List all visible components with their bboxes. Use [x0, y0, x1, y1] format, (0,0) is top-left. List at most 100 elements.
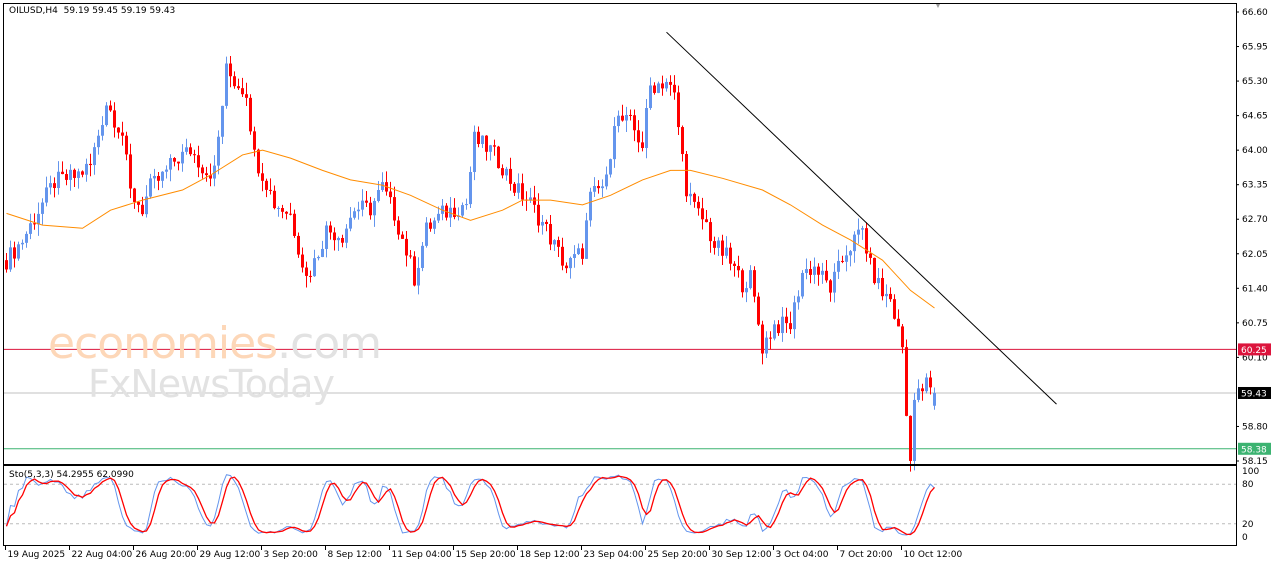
bull-candle: [717, 240, 720, 248]
y-tick-label: 58.15: [1242, 457, 1268, 467]
bear-candle: [705, 219, 708, 223]
bear-candle: [401, 234, 404, 239]
bull-candle: [481, 135, 484, 145]
bull-candle: [101, 125, 104, 136]
bull-candle: [573, 254, 576, 258]
bear-candle: [237, 86, 240, 89]
bear-candle: [281, 208, 284, 212]
bear-candle: [709, 222, 712, 242]
bear-candle: [409, 255, 412, 257]
bear-candle: [893, 299, 896, 319]
bear-candle: [697, 201, 700, 209]
bear-candle: [413, 256, 416, 286]
bear-candle: [241, 88, 244, 95]
bull-candle: [793, 302, 796, 330]
price-axis[interactable]: 66.60 65.95 65.30 64.65 64.00 63.35 62.70 62.05…: [1236, 8, 1271, 467]
bear-candle: [53, 183, 56, 189]
bear-candle: [545, 221, 548, 224]
bear-candle: [61, 171, 64, 175]
bear-candle: [397, 220, 400, 235]
bear-candle: [253, 131, 256, 150]
bear-candle: [209, 175, 212, 179]
bull-candle: [465, 204, 468, 206]
bear-candle: [597, 186, 600, 189]
bear-candle: [245, 94, 248, 98]
bull-candle: [37, 213, 40, 225]
bear-candle: [509, 168, 512, 184]
bull-candle: [165, 169, 168, 172]
bull-candle: [917, 388, 920, 400]
bear-candle: [273, 190, 276, 209]
bull-candle: [505, 168, 508, 176]
bull-candle: [29, 223, 32, 234]
bull-candle: [797, 296, 800, 303]
y-tick-label: 60.10: [1242, 353, 1268, 363]
bear-candle: [741, 270, 744, 293]
bear-candle: [713, 241, 716, 248]
bear-candle: [641, 142, 644, 148]
bull-candle: [57, 171, 60, 189]
y-tick-label: 63.35: [1242, 181, 1268, 191]
bull-candle: [861, 228, 864, 230]
x-tick-label: 18 Sep 12:00: [520, 550, 580, 560]
bull-candle: [745, 288, 748, 293]
bear-candle: [285, 211, 288, 214]
bear-candle: [141, 204, 144, 215]
bull-candle: [517, 183, 520, 193]
bull-candle: [433, 220, 436, 229]
bull-candle: [349, 217, 352, 229]
bull-candle: [577, 248, 580, 255]
bear-candle: [257, 149, 260, 174]
bear-candle: [497, 146, 500, 169]
bear-candle: [729, 247, 732, 264]
price-level-badge: [1238, 343, 1271, 356]
x-tick-label: 3 Sep 20:00: [264, 550, 319, 560]
bear-candle: [249, 97, 252, 132]
bull-candle: [221, 105, 224, 137]
bear-candle: [477, 131, 480, 145]
bull-candle: [849, 251, 852, 256]
bull-candle: [553, 240, 556, 245]
bull-candle: [689, 193, 692, 197]
bear-candle: [581, 248, 584, 259]
bear-candle: [485, 135, 488, 152]
time-axis[interactable]: 19 Aug 2025 22 Aug 04:00 26 Aug 20:00 29 Au…: [5, 546, 963, 560]
bear-candle: [65, 174, 68, 180]
bull-candle: [885, 293, 888, 297]
bull-candle: [17, 244, 20, 259]
bear-candle: [129, 154, 132, 189]
bear-candle: [841, 260, 844, 262]
bull-candle: [837, 260, 840, 272]
x-tick-label: 10 Oct 12:00: [904, 550, 963, 560]
trendline[interactable]: [666, 31, 1057, 405]
bear-candle: [297, 235, 300, 255]
bull-candle: [473, 131, 476, 173]
bull-candle: [605, 174, 608, 187]
bear-candle: [117, 127, 120, 133]
bear-candle: [453, 207, 456, 218]
bear-candle: [81, 171, 84, 175]
bear-candle: [873, 257, 876, 284]
y-tick-label: 62.05: [1242, 250, 1268, 260]
bear-candle: [177, 161, 180, 164]
bear-candle: [881, 277, 884, 297]
bear-candle: [197, 155, 200, 168]
bull-candle: [421, 245, 424, 268]
bull-candle: [49, 183, 52, 188]
y-tick-label: 65.95: [1242, 43, 1268, 53]
bear-candle: [889, 293, 892, 300]
bear-candle: [561, 246, 564, 266]
bear-candle: [669, 81, 672, 85]
bull-candle: [437, 213, 440, 221]
bull-candle: [593, 186, 596, 192]
bull-candle: [601, 186, 604, 189]
moving-average: [6, 149, 935, 309]
candles: [5, 56, 936, 472]
bull-candle: [461, 205, 464, 216]
chart-frames: [3, 3, 1237, 546]
bear-candle: [785, 316, 788, 324]
bull-candle: [773, 324, 776, 339]
stochastic-label: Sto(5,3,3) 54.2955 62.0990: [9, 470, 134, 480]
bull-candle: [225, 63, 228, 106]
